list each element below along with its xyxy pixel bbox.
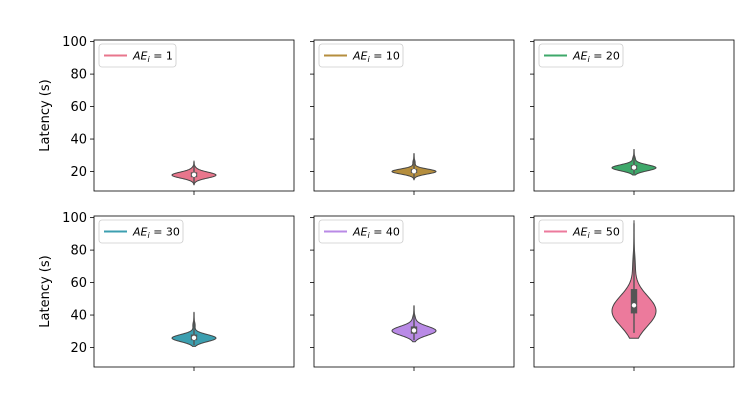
y-tick-label: 100: [62, 35, 87, 50]
legend-label: AEi = 20: [572, 50, 620, 65]
y-tick-label: 100: [62, 211, 87, 226]
y-tick-label: 40: [70, 309, 87, 324]
y-tick-label: 80: [70, 244, 87, 259]
violin-median-2: [411, 168, 417, 174]
violin-iqr-box-6: [630, 289, 638, 314]
panel-2: AEi = 10: [310, 39, 515, 195]
legend-box: [318, 43, 404, 68]
violin-median-6: [631, 303, 637, 308]
legend-1: AEi = 1: [98, 43, 177, 68]
violin-median-1: [191, 172, 197, 177]
legend-3: AEi = 20: [538, 43, 624, 68]
violin-median-4: [191, 335, 197, 340]
legend-2: AEi = 10: [318, 43, 404, 68]
legend-label: AEi = 30: [132, 226, 180, 241]
panel-1: 20 40 60 80 100 Latency (s) AEi = 1: [38, 35, 295, 195]
legend-box: [98, 219, 184, 244]
legend-label: AEi = 1: [132, 50, 173, 65]
panel-6: AEi = 50: [530, 215, 735, 371]
legend-label: AEi = 50: [572, 226, 620, 241]
y-tick-label: 20: [70, 165, 87, 180]
legend-label: AEi = 40: [352, 226, 400, 241]
legend-box: [538, 219, 624, 244]
y-tick-label: 60: [70, 100, 87, 115]
violin-median-5: [411, 328, 417, 333]
y-tick-label: 80: [70, 68, 87, 83]
panel-3: AEi = 20: [530, 39, 735, 195]
legend-4: AEi = 30: [98, 219, 184, 244]
y-tick-label: 20: [70, 341, 87, 356]
y-tick-label: 40: [70, 133, 87, 148]
y-axis-label: Latency (s): [38, 255, 53, 327]
legend-box: [318, 219, 404, 244]
panel-4: 20 40 60 80 100 Latency (s) AEi = 30: [38, 211, 295, 371]
legend-5: AEi = 40: [318, 219, 404, 244]
violin-median-3: [631, 165, 637, 170]
panel-5: AEi = 40: [310, 215, 515, 371]
legend-label: AEi = 10: [352, 50, 400, 65]
y-tick-label: 60: [70, 276, 87, 291]
legend-box: [98, 43, 177, 68]
legend-box: [538, 43, 624, 68]
y-axis-label: Latency (s): [38, 79, 53, 151]
legend-6: AEi = 50: [538, 219, 624, 244]
